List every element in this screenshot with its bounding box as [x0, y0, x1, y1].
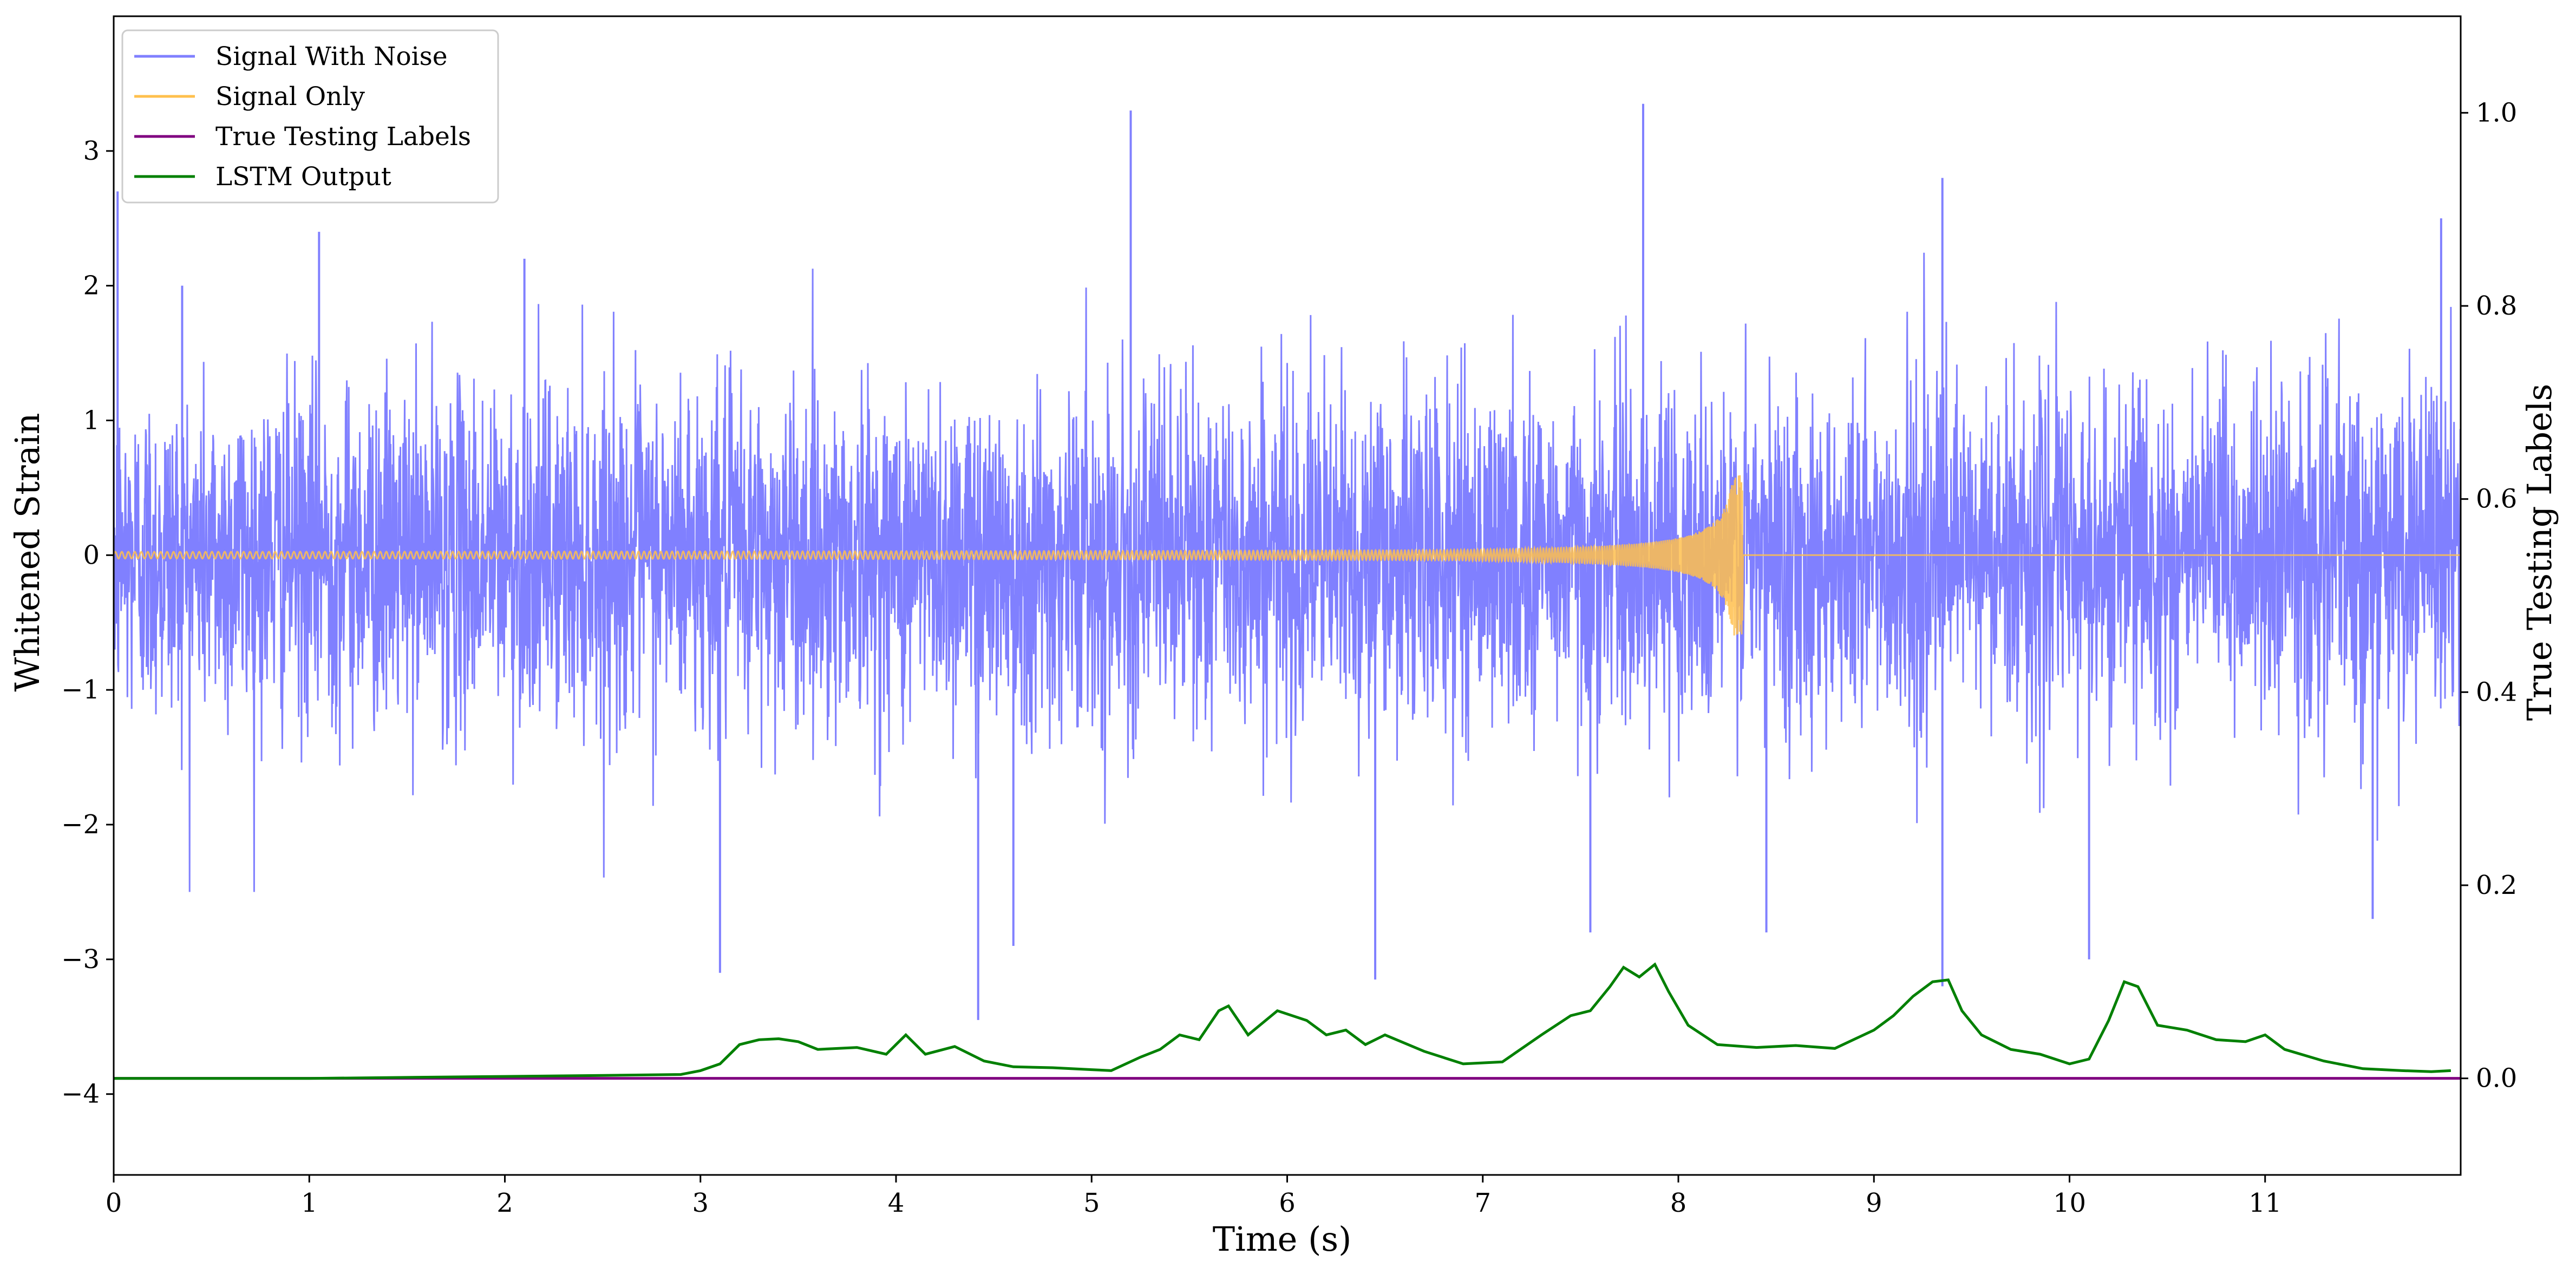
y2-tick-label: 0.0	[2476, 1063, 2517, 1094]
x-axis: 0 1 2 3 4 5 6 7 8 9 10 11	[106, 1175, 2281, 1218]
y2-tick-label: 0.8	[2476, 291, 2517, 321]
y-tick-label: −3	[61, 944, 100, 975]
signal-only-trace	[113, 475, 2461, 636]
x-axis-title: Time (s)	[1213, 1219, 1352, 1259]
y-tick-label: 1	[83, 406, 100, 436]
y-tick-label: −4	[61, 1079, 100, 1109]
legend-label-signal-with-noise: Signal With Noise	[215, 42, 448, 71]
x-tick-label: 0	[106, 1188, 122, 1218]
y-tick-label: −1	[61, 675, 100, 705]
x-tick-label: 1	[301, 1188, 318, 1218]
legend-box	[121, 29, 499, 204]
x-tick-label: 6	[1279, 1188, 1296, 1218]
y-tick-label: 2	[83, 271, 100, 301]
signal-with-noise-trace	[113, 252, 2462, 892]
y-axis-title: Whitened Strain	[8, 413, 47, 692]
y-tick-label: 3	[83, 136, 100, 166]
signal-only-line	[113, 475, 2461, 636]
y2-tick-label: 0.2	[2476, 870, 2517, 900]
legend: Signal With Noise Signal Only True Testi…	[121, 29, 499, 204]
lstm-output-line	[114, 962, 2451, 1080]
x-tick-label: 10	[2053, 1188, 2086, 1218]
y2-axis-title: True Testing Labels	[2520, 384, 2559, 721]
x-tick-label: 8	[1670, 1188, 1687, 1218]
x-tick-label: 11	[2248, 1188, 2281, 1218]
x-tick-label: 3	[692, 1188, 709, 1218]
signal-with-noise-line	[113, 103, 2462, 1020]
y2-tick-label: 0.4	[2476, 677, 2517, 707]
x-tick-label: 2	[496, 1188, 513, 1218]
y-axis-right: 0.0 0.2 0.4 0.6 0.8 1.0	[2461, 97, 2517, 1094]
x-tick-label: 7	[1474, 1188, 1491, 1218]
y2-tick-label: 0.6	[2476, 484, 2517, 514]
y-tick-label: −2	[61, 809, 100, 840]
y-tick-label: 0	[83, 540, 100, 570]
y-axis-left: −4 −3 −2 −1 0 1 2 3	[61, 136, 114, 1109]
legend-label-true-testing-labels: True Testing Labels	[215, 122, 471, 152]
y2-tick-label: 1.0	[2476, 97, 2517, 128]
legend-label-lstm-output: LSTM Output	[215, 162, 391, 192]
lstm-output-trace	[114, 962, 2451, 1080]
legend-label-signal-only: Signal Only	[215, 82, 365, 112]
x-tick-label: 5	[1083, 1188, 1100, 1218]
x-tick-label: 4	[888, 1188, 905, 1218]
x-tick-label: 9	[1866, 1188, 1882, 1218]
